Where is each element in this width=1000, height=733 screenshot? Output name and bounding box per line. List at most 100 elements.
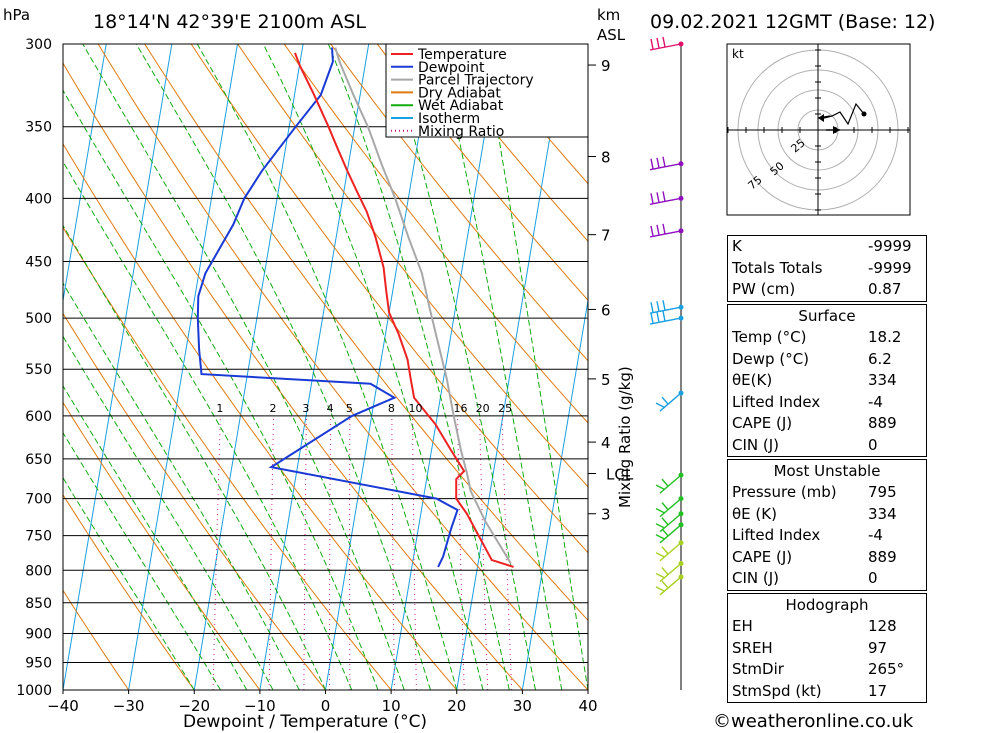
surface-label: Dewp (°C) (732, 349, 810, 368)
mixing-ratio-axis-title: Mixing Ratio (g/kg) (616, 366, 634, 508)
sounding-series (196, 47, 514, 568)
isotherm-line (390, 44, 501, 690)
hodograph-param-row: StmSpd (kt) 17 (728, 681, 926, 703)
pressure-tick-label: 850 (25, 596, 52, 612)
pressure-unit-label: hPa (3, 6, 30, 24)
pressure-tick-label: 700 (25, 492, 52, 508)
most-unstable-row: Pressure (mb) 795 (728, 482, 926, 504)
most-unstable-label: Pressure (mb) (732, 483, 837, 501)
legend-item-label: Isotherm (418, 111, 480, 127)
most-unstable-value: 889 (868, 547, 897, 566)
surface-row: Lifted Index -4 (728, 392, 926, 414)
wind-barb (649, 36, 682, 51)
wind-barb-shaft (655, 513, 682, 533)
dry-adiabat-line (330, 44, 588, 362)
legend-item-label: Dry Adiabat (418, 85, 501, 101)
surface-label: CIN (J) (732, 435, 780, 454)
surface-row: θE(K) 334 (728, 370, 926, 392)
wind-barb (655, 474, 682, 494)
index-label: K (732, 237, 742, 255)
km-axis: 9 8 7 6 5 4 3 LCL (588, 57, 634, 524)
most-unstable-label: CAPE (J) (732, 547, 793, 566)
km-tick-label: 8 (601, 149, 611, 167)
pressure-axis: 300 350 400 450 500 550 600 650 700 750 800 850 900 9… (16, 37, 52, 699)
surface-row: Dewp (°C) 6.2 (728, 349, 926, 371)
wind-barbs (649, 36, 684, 596)
wind-barb (655, 542, 682, 562)
mixing-ratio-labels: 1 2 3 4 5 8 10 16 20 25 (216, 402, 512, 415)
dry-adiabat-line (63, 226, 392, 690)
lcl-label: LCL (606, 466, 634, 484)
most-unstable-label: θE (K) (732, 504, 777, 523)
km-tick-label: 9 (601, 57, 611, 75)
plot-frame (62, 43, 589, 691)
index-value: 0.87 (868, 280, 902, 298)
surface-row: CAPE (J) 889 (728, 413, 926, 435)
legend-item-label: Wet Adiabat (418, 98, 504, 114)
dewpoint-line (196, 47, 459, 568)
index-label: Totals Totals (732, 258, 823, 277)
temperature-tick-label: −30 (113, 697, 145, 715)
dry-adiabat-line (376, 44, 588, 301)
surface-label: CAPE (J) (732, 414, 793, 432)
most-unstable-value: -4 (868, 526, 883, 544)
isotherm-line (325, 44, 435, 690)
wind-barb-shaft (655, 498, 682, 518)
wind-barb-shaft (649, 300, 682, 314)
most-unstable-value: 334 (868, 504, 897, 523)
hodograph-param-row: SREH 97 (728, 638, 926, 660)
indices-box: K -9999 Totals Totals -9999 PW (cm) 0.87 (727, 235, 927, 302)
mixing-ratio-tick-label: 20 (476, 402, 490, 415)
wind-barb-shaft (655, 474, 682, 494)
km-label: km (597, 6, 620, 24)
hodograph-param-label: EH (732, 617, 753, 635)
temperature-tick-label: −20 (178, 697, 210, 715)
wind-barb (655, 576, 682, 596)
mixing-ratio-tick-label: 10 (409, 402, 423, 415)
pressure-tick-label: 950 (25, 655, 52, 671)
mixing-ratio-line (212, 415, 221, 690)
dry-adiabat-line (97, 44, 588, 690)
pressure-tick-label: 400 (25, 191, 52, 207)
hodograph-params-box: Hodograph EH 128 SREH 97 StmDir 265° StmSpd (k… (727, 593, 927, 703)
wind-barb (655, 513, 682, 533)
temperature-tick-label: −40 (47, 697, 79, 715)
hodograph-param-label: SREH (732, 638, 773, 657)
wet-adiabat-line (63, 335, 274, 690)
wind-barb-shaft (655, 524, 682, 544)
isotherm-line (456, 44, 567, 690)
x-axis-title: Dewpoint / Temperature (°C) (183, 712, 427, 732)
wind-barb-shaft (649, 310, 682, 325)
dry-adiabat-line (63, 589, 130, 690)
pressure-tick-label: 750 (25, 529, 52, 545)
isotherm-line (63, 44, 107, 304)
temperature-tick-label: 40 (578, 697, 597, 715)
isotherm-line (193, 44, 304, 690)
wind-barb (649, 191, 682, 206)
pressure-tick-label: 500 (25, 311, 52, 327)
mixing-ratio-tick-label: 8 (388, 402, 395, 415)
dry-adiabat-line (190, 44, 588, 554)
wind-barb-shaft (649, 191, 682, 206)
hodograph-unit-label: kt (732, 47, 744, 61)
wind-barb (655, 524, 682, 544)
hodograph-param-label: StmSpd (kt) (732, 681, 822, 700)
hodograph-end-dot (861, 111, 867, 117)
wind-barb (655, 392, 682, 412)
index-row: PW (cm) 0.87 (728, 279, 926, 301)
hodograph-param-value: 265° (868, 660, 905, 678)
wet-adiabat-line (437, 44, 563, 690)
isotherm-line (259, 44, 370, 690)
hodograph-param-value: 17 (868, 681, 888, 700)
wet-adiabat-line (135, 44, 431, 690)
hodograph-arrowhead (818, 114, 824, 122)
km-tick-label: 7 (601, 227, 611, 245)
temperature-line (294, 52, 514, 568)
most-unstable-row: CAPE (J) 889 (728, 547, 926, 569)
wind-barb (649, 310, 682, 325)
legend-box (385, 43, 589, 138)
mixing-ratio-tick-label: 3 (302, 402, 309, 415)
wind-barb (649, 300, 682, 314)
wind-barb-shaft (655, 542, 682, 562)
